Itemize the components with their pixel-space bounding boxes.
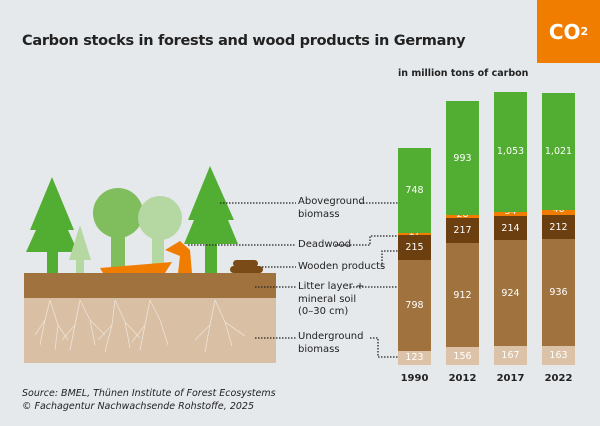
x-tick-label: 2012 [448,373,477,384]
bar-segment-underground: 167 [494,345,527,365]
bar-2017: 167 924 214 34 1,053 [494,91,527,365]
source-note: Source: BMEL, Thünen Institute of Forest… [22,387,276,413]
bar-segment-aboveground: 748 [398,147,431,234]
underground-layer [24,298,276,363]
conifer-tree-icon [26,177,78,273]
bar-segment-underground: 123 [398,350,431,365]
bar-segment-deadwood: 34 [494,206,527,216]
source-line: Source: BMEL, Thünen Institute of Forest… [22,388,276,399]
co2-badge: CO 2 [537,0,600,63]
data-label: 993 [453,152,472,164]
label-aboveground: Aboveground biomass [298,196,365,221]
data-label: 156 [453,350,472,362]
small-conifer-icon [69,225,91,273]
roots-icon [34,299,246,353]
chart-title: Carbon stocks in forests and wood produc… [22,33,466,49]
data-label: 936 [549,287,568,299]
bar-1990: 123 798 215 17 748 [398,147,431,365]
data-label: 214 [501,222,520,234]
label-line: (0–30 cm) [298,306,349,317]
bar-segment-underground: 156 [446,347,479,365]
bar-segment-litter: 924 [494,240,527,346]
data-label: 217 [453,225,472,237]
bar-2012: 156 912 217 28 993 [446,101,479,365]
bar-segment-deadwood: 28 [446,209,479,219]
bar-segment-deadwood: 46 [542,204,575,216]
data-label: 798 [405,299,424,311]
bar-segment-wooden: 217 [446,218,479,243]
bar-segment-litter: 936 [542,239,575,347]
x-tick-label: 2022 [544,373,573,384]
data-label: 123 [405,352,424,364]
data-label: 215 [405,241,424,253]
label-line: biomass [298,208,340,220]
data-label: 748 [405,184,424,196]
badge-subscript: 2 [580,25,589,38]
conifer-tree-icon-2 [184,166,238,273]
label-wooden-products: Wooden products [298,261,386,272]
label-line: mineral soil [298,293,357,305]
label-litter-soil: Litter layer + mineral soil (0–30 cm) [298,281,364,319]
bar-segment-litter: 798 [398,259,431,351]
deadwood-icon [100,241,192,273]
label-underground: Underground biomass [298,331,363,356]
unit-label: in million tons of carbon [398,68,529,79]
x-tick-label: 1990 [400,373,429,384]
bar-segment-wooden: 214 [494,215,527,241]
bar-segment-underground: 163 [542,346,575,365]
leader-lines [188,202,398,358]
copyright-line: © Fachagentur Nachwachsende Rohstoffe, 2… [22,401,254,412]
bar-segment-wooden: 215 [398,235,431,260]
data-label: 1,053 [496,146,525,158]
data-label: 167 [501,349,520,361]
label-line: Litter layer + [298,281,365,292]
bar-segment-aboveground: 1,053 [494,91,527,212]
badge-text: CO [548,19,581,44]
wooden-logs-icon [230,260,263,273]
deciduous-tree-icon [93,188,143,273]
bar-segment-aboveground: 993 [446,101,479,215]
data-label: 163 [549,350,568,362]
bar-2022: 163 936 212 46 1,021 [542,93,575,365]
label-line: biomass [298,343,340,355]
data-label: 924 [501,287,520,299]
bar-segment-litter: 912 [446,242,479,348]
bar-segment-wooden: 212 [542,215,575,240]
label-line: Aboveground [298,196,365,207]
data-label: 912 [453,289,472,301]
data-label: 1,021 [544,146,573,158]
bar-segment-deadwood: 17 [398,228,431,238]
label-line: Underground [298,331,364,342]
bar-segment-aboveground: 1,021 [542,93,575,210]
data-label: 212 [549,221,568,233]
x-tick-label: 2017 [496,373,525,384]
soil-layer [24,273,276,298]
label-deadwood: Deadwood [298,239,352,250]
deciduous-tree-light-icon [138,196,182,273]
